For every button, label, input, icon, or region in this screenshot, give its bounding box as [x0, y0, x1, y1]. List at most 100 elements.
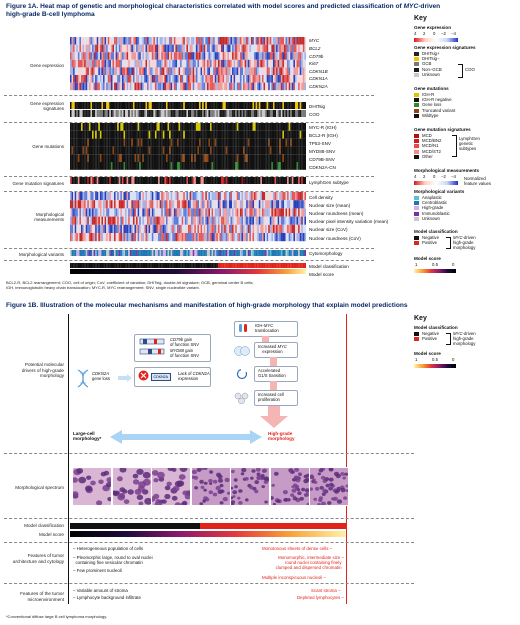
gene-expression-gradient [414, 38, 458, 42]
key-b-score-title: Model score [414, 351, 441, 356]
histology-image [190, 467, 231, 506]
row-label: TP53-SNV [309, 141, 331, 146]
igh-myc-text: IGH-MYC translocation [255, 323, 279, 334]
proliferation-box [254, 390, 298, 406]
legend-swatch [414, 216, 419, 221]
lymphgen-bracket [452, 135, 457, 157]
label-microenvironment: Features of the tumor microenvironment [20, 591, 64, 602]
key-b-score-gradient [414, 364, 456, 368]
cdkn2a-chip: CDKN2A [151, 373, 171, 382]
legend-label: Positive [422, 336, 438, 342]
label-drivers: Potential molecular drivers of high-grad… [21, 362, 64, 378]
inc-myc-text: Increased MYC expression [258, 344, 287, 355]
legend-label: Truncated variant [422, 107, 456, 113]
prolif-text: Increased cell proliferation [258, 392, 284, 403]
score-tick: 0 [452, 357, 455, 362]
figure-1a-title: Figure 1A. Heat map of genetic and morph… [6, 3, 441, 18]
classification-bar-negative [70, 523, 200, 529]
legend-label: IGH-R negative [422, 97, 452, 103]
row-label: BCL2-R (IGH) [309, 133, 338, 138]
g1s-text: Accelerated G1/S transition [258, 368, 286, 379]
row-label: Nuclear roundness (mean) [309, 211, 364, 216]
separator [4, 95, 374, 96]
arrow-right [118, 374, 132, 382]
row-label: Cytomorphology [309, 251, 343, 256]
legend-label: Immunoblastic [422, 210, 450, 216]
histology-image [72, 467, 112, 506]
histology-image [151, 467, 191, 506]
legend-label: Unknown [422, 215, 440, 221]
gradient-tick: −4 [451, 174, 456, 179]
row-label: CDKN1A [309, 76, 328, 81]
gradient-tick: −4 [451, 31, 456, 36]
key-a: Key Gene expression 4 2 0 −2 −4 Gene exp… [414, 14, 518, 284]
right-feature-3: Multiple inconspicuous nucleoli – [262, 575, 326, 580]
key-b-classification-list: Negative Positive [414, 331, 464, 346]
legend-label: Anaplastic [422, 195, 442, 200]
legend-swatch [414, 108, 419, 113]
morph-gradient [414, 181, 458, 185]
legend-label: Positive [422, 240, 438, 246]
legend-swatch [414, 52, 419, 56]
kb-bracket [446, 333, 451, 345]
legend-label: MCD/ST2 [422, 148, 441, 154]
row-label: CDKN1B [309, 69, 328, 74]
key-a-title: Key [414, 15, 427, 22]
high-grade-label: High-grade morphology [268, 431, 295, 442]
label-tumor: Features of tumor architecture and cytol… [12, 553, 64, 564]
separator [4, 122, 374, 123]
group-label-gene-mutation-signatures: Gene mutation signatures [12, 181, 64, 186]
figure-1b-footnote: *Conventional diffuse large B cell lymph… [6, 614, 108, 619]
key-morph-variants-title: Morphological variants [414, 189, 465, 194]
legend-swatch [414, 201, 419, 206]
key-gene-expression-title: Gene expression [414, 25, 452, 30]
separator [4, 248, 374, 249]
row-label: MYD88-SNV [309, 149, 336, 154]
legend-swatch [414, 72, 419, 77]
key-b: Key Model classification Negative Positiv… [414, 314, 518, 374]
separator [4, 260, 374, 261]
score-bar [70, 531, 346, 537]
close-icon [138, 370, 149, 381]
row-label: Nuclear size (CoV) [309, 227, 348, 232]
gradient-tick: −2 [441, 174, 446, 179]
legend-swatch [414, 139, 419, 144]
right-micro-1: Scant stroma – [311, 588, 341, 593]
key-gene-mutation-signatures-title: Gene mutation signatures [414, 127, 471, 132]
legend-swatch [414, 337, 419, 342]
score-tick: 0 [452, 262, 455, 267]
row-label: Cell density [309, 195, 333, 200]
legend-swatch [414, 103, 419, 108]
right-micro-2: Depleted lymphocytes – [297, 595, 344, 600]
label-spectrum: Morphological spectrum [15, 485, 64, 490]
mc-side-label: MYC-driven high-grade morphology [453, 235, 476, 250]
legend-label: Gene loss [422, 102, 442, 108]
separator [4, 176, 374, 177]
left-feature-1: – Heterogeneous population of cells [73, 546, 144, 551]
coo-label: COO [465, 67, 475, 72]
row-label: Nuclear roundness (CoV) [309, 236, 361, 241]
separator [4, 191, 374, 192]
group-label-morphological-measurements: Morphological measurements [34, 212, 64, 222]
legend-swatch [414, 211, 419, 216]
morph-variants-list: Anaplastic Centroblastic High-grade Immunob… [414, 195, 494, 226]
separator [4, 542, 414, 543]
proliferation-icon [234, 392, 249, 404]
group-label-gene-expression-signatures: Gene expression signatures [29, 101, 64, 111]
score-tick: 0.5 [432, 262, 438, 267]
key-model-score-title: Model score [414, 256, 441, 261]
left-feature-3: – Few prominent nucleoli [73, 568, 122, 573]
left-feature-2: – Pleomorphic large, round to oval nucle… [73, 555, 153, 566]
row-label: CDKN2A-CN [309, 165, 336, 170]
large-cell-label: Large-cell morphology* [73, 431, 102, 442]
right-vertical-line [346, 314, 348, 604]
mechanism-box-cdkn2a [134, 367, 211, 387]
key-model-classification-title: Model classification [414, 229, 458, 234]
legend-swatch [414, 241, 419, 246]
cycle-icon [236, 368, 248, 380]
row-label: LymphGen subtype [309, 180, 349, 185]
classification-bar-positive [200, 523, 346, 529]
legend-swatch [414, 62, 419, 67]
mc-bracket [446, 237, 451, 249]
row-label: CD79B-SNV [309, 157, 335, 162]
